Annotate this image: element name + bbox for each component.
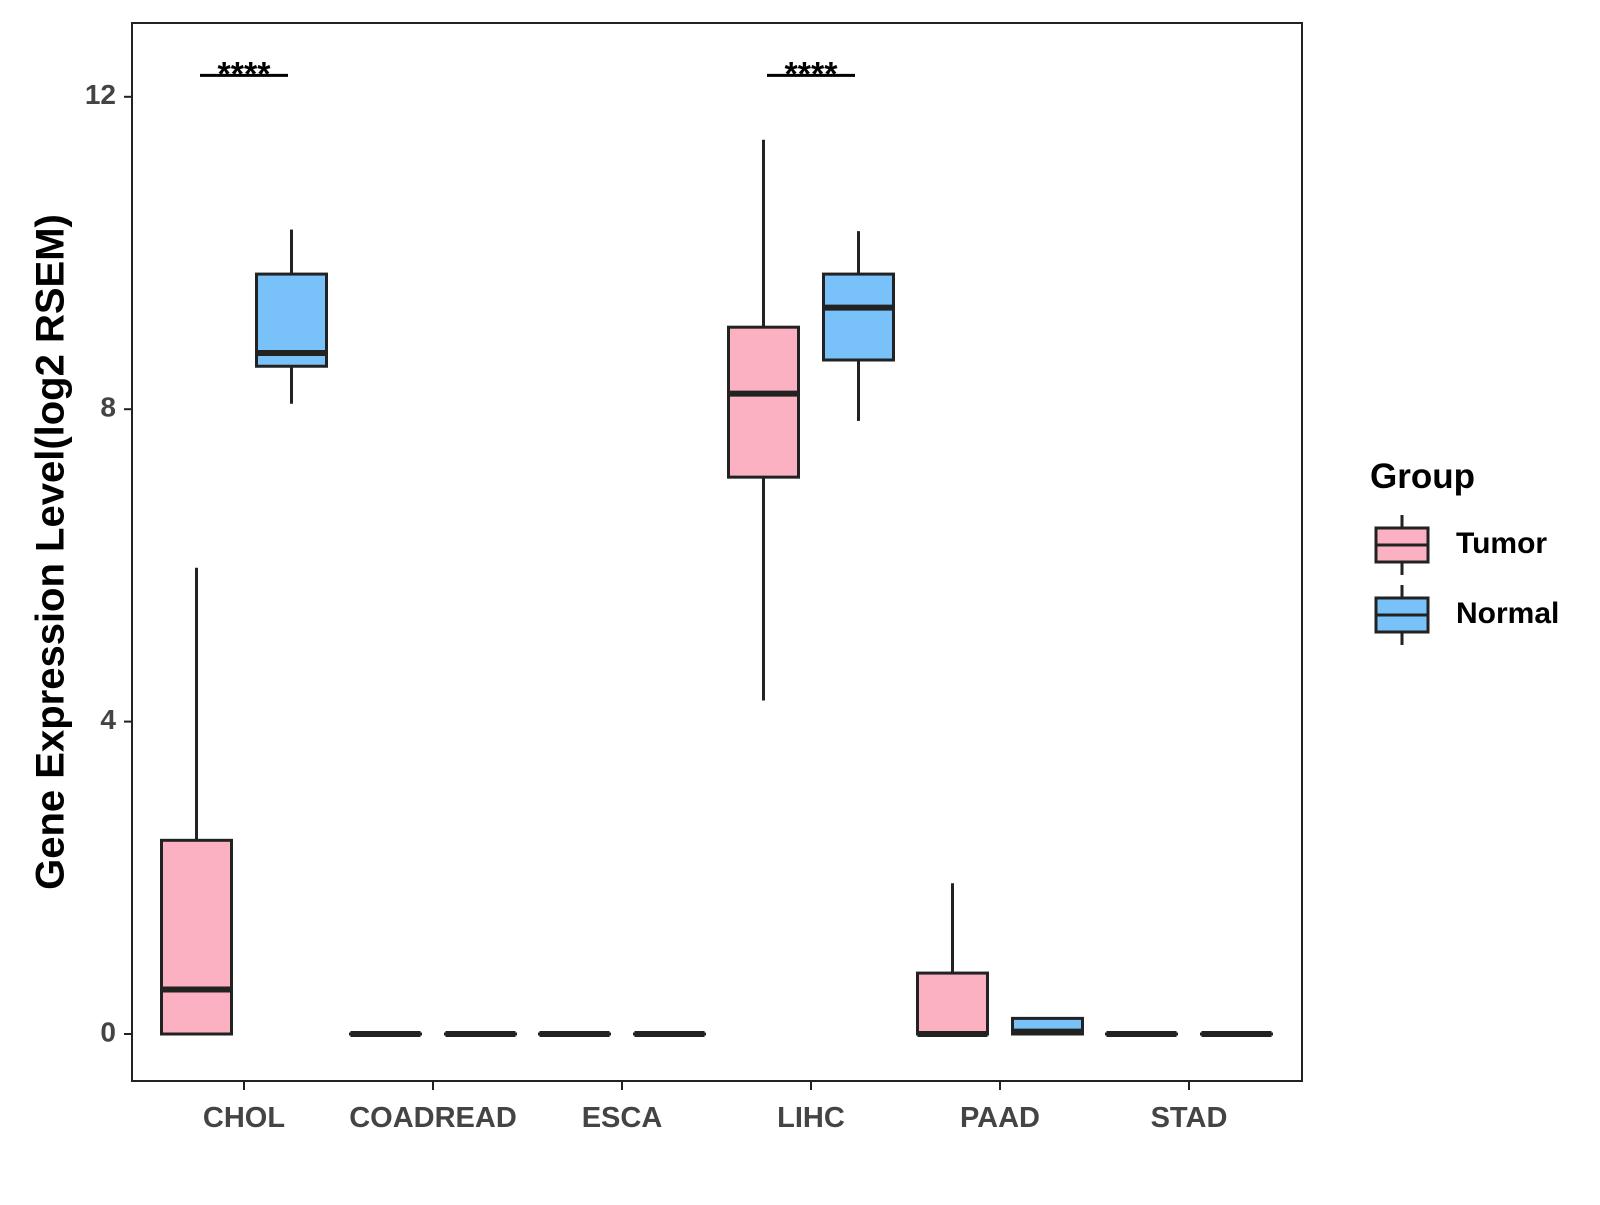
y-tick-label: 8 (100, 392, 116, 423)
y-tick-label: 0 (100, 1016, 116, 1047)
box-body (918, 973, 988, 1034)
box-normal-paad (1013, 1018, 1083, 1034)
legend-title: Group (1370, 457, 1475, 496)
x-tick-label: COADREAD (349, 1102, 517, 1134)
x-tick-label: ESCA (582, 1102, 663, 1134)
box-body (162, 840, 232, 1034)
y-tick-label: 12 (85, 79, 116, 110)
x-tick-label: STAD (1151, 1102, 1228, 1134)
x-tick-label: CHOL (203, 1102, 285, 1134)
y-tick-label: 4 (100, 704, 116, 735)
x-tick-label: LIHC (777, 1102, 845, 1134)
box-body (729, 327, 799, 477)
x-tick-label: PAAD (960, 1102, 1040, 1134)
box-body (824, 274, 894, 360)
legend-label: Tumor (1456, 527, 1547, 560)
significance-label: **** (785, 55, 839, 93)
y-axis-title: Gene Expression Level(log2 RSEM) (29, 214, 73, 890)
significance-label: **** (218, 55, 272, 93)
legend-label: Normal (1456, 597, 1559, 630)
